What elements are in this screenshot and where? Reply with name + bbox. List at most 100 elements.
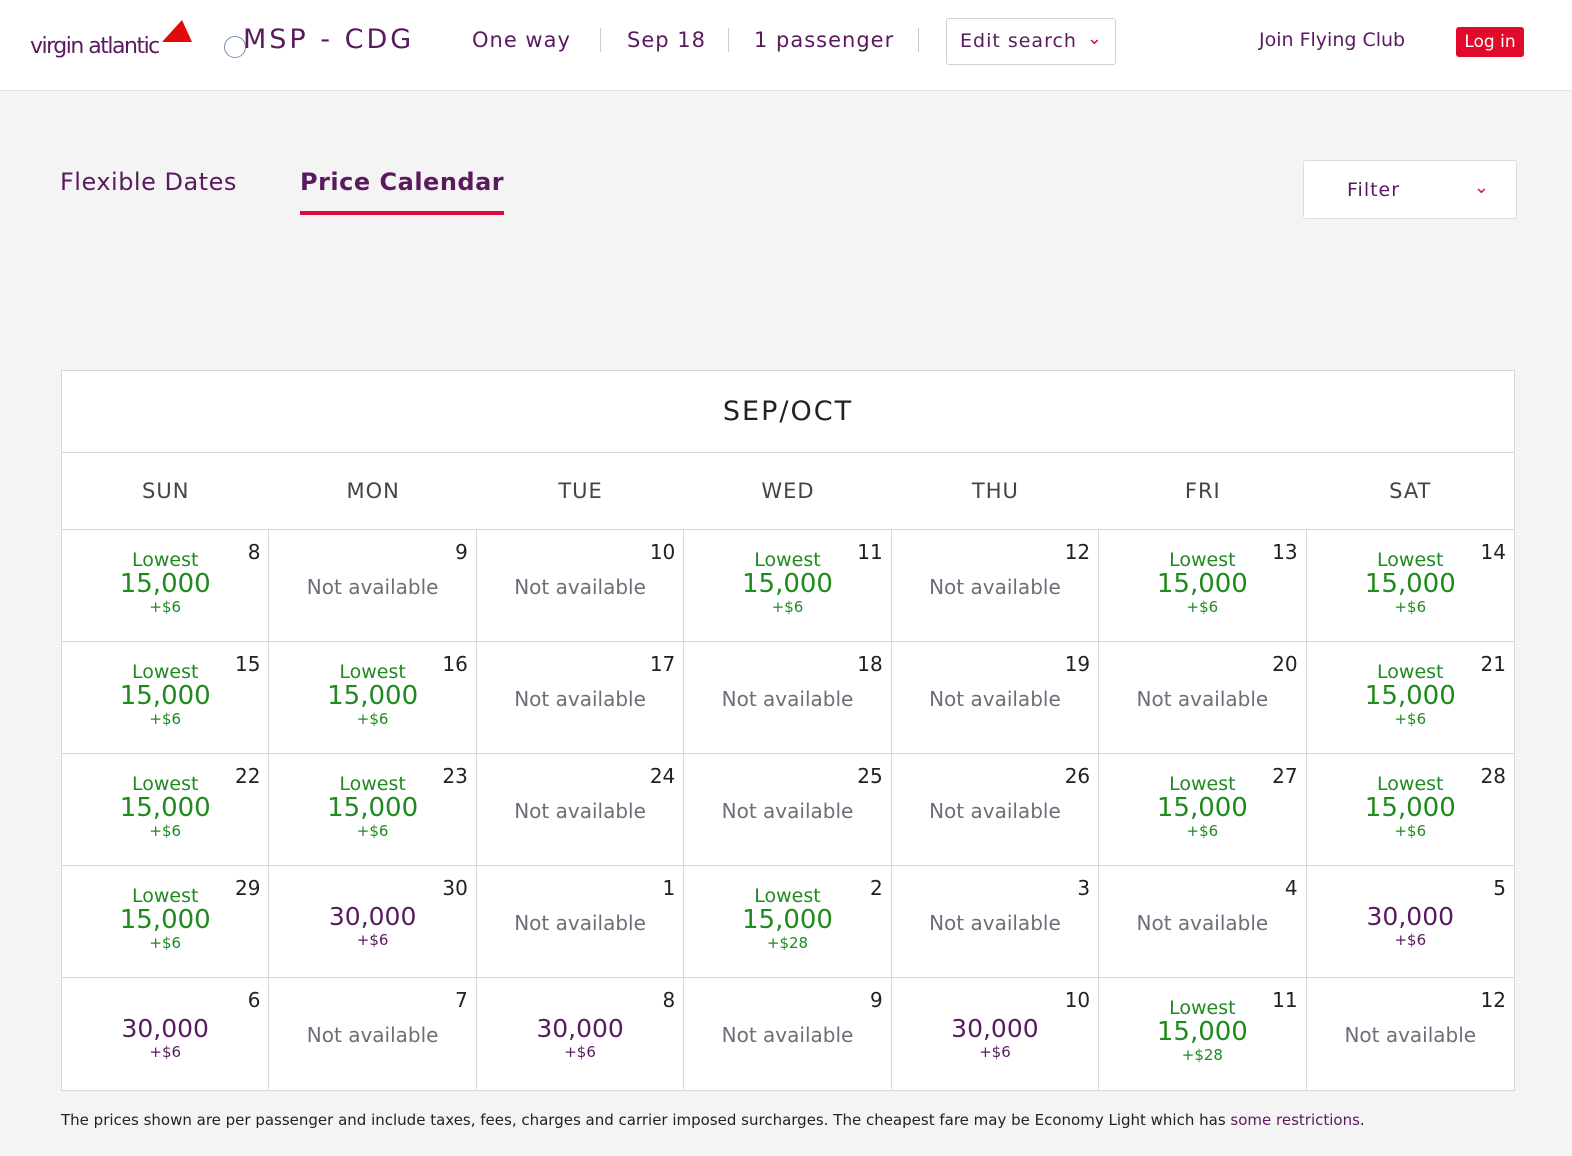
tax-amount: +$6 (564, 1043, 596, 1061)
lowest-label: Lowest (131, 549, 199, 571)
tax-amount: +$6 (1394, 710, 1427, 728)
passenger-count: 1 passenger (754, 28, 895, 52)
filter-dropdown[interactable]: Filter ⌄ (1303, 160, 1517, 219)
tax-amount: +$6 (979, 1043, 1011, 1061)
tax-amount: +$28 (766, 934, 809, 952)
points-price: 15,000 (742, 569, 833, 599)
chevron-down-icon: ⌄ (1086, 28, 1103, 49)
fare-info: Lowest 15,000 +$6 (62, 660, 268, 730)
points-price: 15,000 (1156, 569, 1248, 599)
day-number: 10 (649, 540, 676, 564)
day-number: 5 (1493, 876, 1506, 900)
divider (600, 28, 601, 52)
points-price: 30,000 (536, 1014, 624, 1043)
fare-info: Lowest 15,000 +$28 (1099, 996, 1305, 1066)
day-number: 25 (857, 764, 883, 788)
calendar-day-cell: 20 Not available (1099, 642, 1307, 754)
calendar-day-cell[interactable]: 11 Lowest 15,000 +$6 (684, 530, 892, 642)
day-number: 10 (1064, 988, 1091, 1012)
points-price: 30,000 (121, 1014, 209, 1043)
tax-amount: +$6 (1394, 822, 1427, 840)
calendar-day-cell[interactable]: 8 30,000 +$6 (477, 978, 685, 1090)
filter-label: Filter (1347, 179, 1401, 201)
login-button[interactable]: Log in (1456, 27, 1524, 57)
tax-amount: +$6 (771, 598, 804, 616)
calendar-day-cell[interactable]: 29 Lowest 15,000 +$6 (62, 866, 270, 978)
not-available-text: Not available (1344, 1023, 1477, 1047)
not-available-text: Not available (1136, 911, 1269, 935)
day-number: 4 (1284, 876, 1298, 900)
not-available-text: Not available (306, 1023, 439, 1047)
weekday-thu: THU (971, 479, 1019, 503)
day-number: 19 (1064, 652, 1091, 676)
tab-flexible-dates[interactable]: Flexible Dates (60, 168, 237, 196)
month-title: SEP/OCT (62, 371, 1514, 453)
tab-price-calendar[interactable]: Price Calendar (300, 168, 505, 215)
fare-info: Lowest 15,000 +$6 (1099, 548, 1305, 618)
edit-search-button[interactable]: Edit search ⌄ (946, 18, 1116, 65)
join-flying-club-link[interactable]: Join Flying Club (1259, 29, 1406, 51)
day-number: 2 (869, 876, 883, 900)
calendar-day-cell[interactable]: 16 Lowest 15,000 +$6 (269, 642, 477, 754)
fare-info: Lowest 15,000 +$6 (62, 884, 268, 954)
fare-info: 30,000 +$6 (269, 904, 475, 950)
fare-info: 30,000 +$6 (477, 1016, 683, 1062)
calendar-day-cell: 9 Not available (269, 530, 477, 642)
logo-wordmark: virgin atlantic (30, 34, 160, 59)
calendar-day-cell[interactable]: 22 Lowest 15,000 +$6 (62, 754, 270, 866)
points-price: 30,000 (328, 902, 417, 931)
lowest-label: Lowest (1377, 773, 1444, 795)
points-price: 15,000 (742, 905, 833, 935)
day-number: 28 (1480, 764, 1506, 788)
tax-amount: +$6 (149, 934, 182, 952)
tax-amount: +$6 (1186, 822, 1219, 840)
calendar-day-cell: 9 Not available (684, 978, 892, 1090)
calendar-day-cell: 26 Not available (891, 754, 1100, 866)
points-price: 15,000 (119, 793, 211, 823)
trip-type: One way (472, 28, 571, 52)
virgin-atlantic-logo[interactable]: virgin atlantic (30, 20, 246, 65)
day-number: 13 (1272, 540, 1298, 564)
calendar-day-cell: 3 Not available (891, 866, 1100, 978)
calendar-day-cell[interactable]: 10 30,000 +$6 (892, 978, 1100, 1090)
not-available-text: Not available (929, 687, 1061, 711)
calendar-day-cell[interactable]: 28 Lowest 15,000 +$6 (1306, 754, 1514, 866)
calendar-day-cell[interactable]: 8 Lowest 15,000 +$6 (62, 530, 270, 642)
tax-amount: +$6 (1394, 598, 1427, 616)
skyteam-icon (224, 36, 246, 58)
calendar-day-cell[interactable]: 2 Lowest 15,000 +$28 (684, 866, 892, 978)
calendar-day-cell[interactable]: 15 Lowest 15,000 +$6 (62, 642, 270, 754)
lowest-label: Lowest (1377, 549, 1444, 571)
weekday-fri: FRI (1184, 479, 1221, 503)
calendar-day-cell[interactable]: 23 Lowest 15,000 +$6 (269, 754, 477, 866)
calendar-day-cell[interactable]: 21 Lowest 15,000 +$6 (1306, 642, 1514, 754)
tax-amount: +$6 (356, 822, 389, 840)
price-calendar: SEP/OCT SUN MON TUE WED THU FRI SAT 8 Lowest 15,… (61, 370, 1515, 1091)
calendar-day-cell[interactable]: 5 30,000 +$6 (1306, 866, 1514, 978)
lowest-label: Lowest (339, 661, 406, 683)
lowest-label: Lowest (339, 773, 406, 795)
travel-date: Sep 18 (627, 28, 706, 52)
calendar-day-cell: 18 Not available (684, 642, 892, 754)
calendar-day-cell[interactable]: 27 Lowest 15,000 +$6 (1099, 754, 1307, 866)
lowest-label: Lowest (131, 773, 199, 795)
calendar-day-cell[interactable]: 11 Lowest 15,000 +$28 (1099, 978, 1307, 1090)
calendar-day-cell[interactable]: 30 30,000 +$6 (269, 866, 477, 978)
edit-search-label: Edit search (960, 30, 1077, 52)
calendar-day-cell: 12 Not available (1307, 978, 1514, 1090)
calendar-day-cell[interactable]: 6 30,000 +$6 (62, 978, 270, 1090)
not-available-text: Not available (1136, 687, 1269, 711)
calendar-day-cell: 25 Not available (684, 754, 892, 866)
footer-end: . (1359, 1111, 1365, 1129)
fare-info: Lowest 15,000 +$6 (1099, 772, 1305, 842)
weekday-mon: MON (346, 479, 400, 503)
day-number: 22 (234, 764, 261, 788)
restrictions-link[interactable]: some restrictions (1230, 1111, 1360, 1129)
fare-info: Lowest 15,000 +$6 (62, 772, 268, 842)
divider (918, 28, 919, 52)
calendar-day-cell[interactable]: 13 Lowest 15,000 +$6 (1099, 530, 1307, 642)
points-price: 15,000 (1364, 569, 1456, 599)
calendar-day-cell[interactable]: 14 Lowest 15,000 +$6 (1306, 530, 1514, 642)
tax-amount: +$6 (356, 931, 389, 949)
not-available-text: Not available (306, 575, 439, 599)
